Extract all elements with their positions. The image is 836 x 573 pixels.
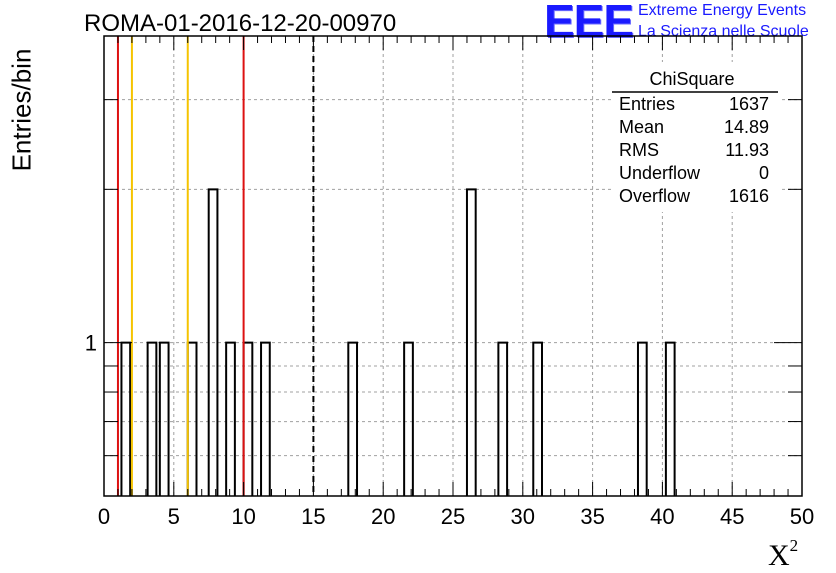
histogram-bar	[465, 188, 477, 496]
histogram-bar	[497, 341, 509, 496]
x-tick-label: 10	[231, 504, 255, 529]
x-tick-label: 30	[511, 504, 535, 529]
histogram-bar	[636, 341, 648, 496]
histogram-bar	[664, 341, 676, 496]
stats-row-label: Overflow	[619, 186, 691, 206]
chart-title: ROMA-01-2016-12-20-00970	[84, 10, 397, 37]
histogram-bar	[403, 341, 414, 496]
logo-line-1: Extreme Energy Events	[638, 2, 807, 19]
logo-mark: EEE	[544, 0, 634, 47]
stats-row-label: Mean	[619, 117, 664, 137]
x-axis-label: X2	[768, 536, 798, 573]
histogram-bar	[225, 341, 236, 496]
stats-row-value: 1616	[729, 186, 769, 206]
x-tick-label: 40	[650, 504, 674, 529]
y-tick-label: 1	[85, 331, 97, 356]
x-tick-label: 0	[98, 504, 110, 529]
histogram-bar	[347, 341, 359, 496]
stats-row-value: 0	[759, 163, 769, 183]
x-tick-label: 20	[371, 504, 395, 529]
stats-row-label: Underflow	[619, 163, 701, 183]
stats-title: ChiSquare	[649, 69, 734, 89]
histogram-bar	[532, 341, 543, 496]
x-tick-label: 50	[790, 504, 814, 529]
histogram-bar	[260, 341, 271, 496]
x-axis-label-superscript: 2	[789, 536, 799, 555]
x-tick-label: 15	[301, 504, 325, 529]
histogram-bar	[146, 341, 158, 496]
x-tick-label: 5	[168, 504, 180, 529]
x-tick-label: 35	[580, 504, 604, 529]
x-tick-label: 45	[720, 504, 744, 529]
x-axis-label-base: X	[768, 539, 790, 572]
stats-row-value: 1637	[729, 94, 769, 114]
histogram-bar	[158, 341, 170, 496]
stats-row-value: 11.93	[725, 140, 769, 160]
stats-row-label: RMS	[619, 140, 659, 160]
stats-box: ChiSquare Entries 1637 Mean 14.89 RMS 11.93 Un…	[612, 62, 780, 212]
histogram-bar	[207, 188, 219, 496]
stats-row-label: Entries	[619, 94, 675, 114]
x-tick-label: 25	[441, 504, 465, 529]
stats-row-value: 14.89	[724, 117, 769, 137]
